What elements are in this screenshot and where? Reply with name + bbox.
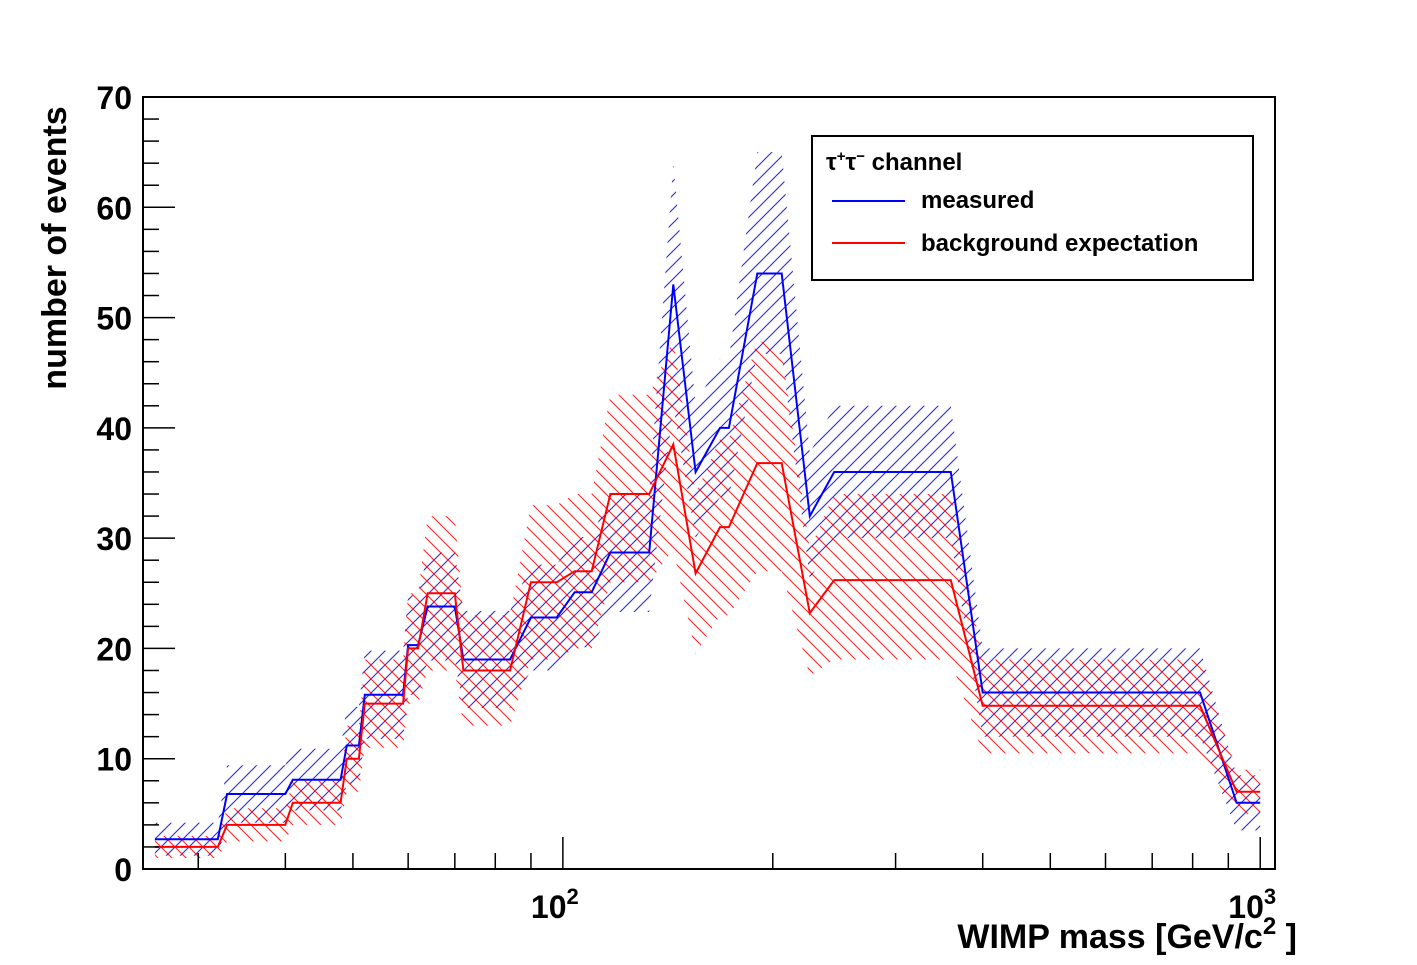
x-axis-title-main: WIMP mass [GeV/c: [957, 918, 1263, 956]
y-tick-label: 0: [114, 852, 132, 888]
y-axis: 0 10 20 30 40 50 60 70: [96, 80, 175, 888]
y-axis-title: number of events: [36, 106, 74, 389]
legend-title-rest: channel: [865, 149, 962, 176]
x-tick-label: 103: [1228, 884, 1276, 925]
x-axis-title-sup: 2: [1263, 913, 1276, 940]
y-tick-label: 40: [96, 411, 132, 447]
x-axis: 102 103: [197, 837, 1276, 925]
legend-title-tau1: τ: [826, 149, 837, 176]
y-tick-label: 50: [96, 301, 132, 337]
legend-label-background: background expectation: [921, 230, 1198, 257]
series-line-background: [154, 441, 1261, 848]
x-tick-base: 10: [531, 889, 567, 925]
uncertainty-bands: [154, 152, 1261, 859]
y-tick-label: 10: [96, 742, 132, 778]
band-background: [154, 339, 1261, 859]
x-axis-title: WIMP mass [GeV/c2 ]: [957, 913, 1297, 956]
x-tick-exponent: 2: [567, 884, 579, 909]
legend-title-sup2: −: [856, 148, 865, 165]
y-tick-label: 70: [96, 80, 132, 116]
series-line-measured: [154, 272, 1261, 841]
x-tick-label: 102: [531, 884, 579, 925]
legend-title-sup1: +: [837, 148, 846, 165]
legend: τ+τ− channel measured background expecta…: [811, 135, 1254, 281]
legend-label-measured: measured: [921, 187, 1034, 214]
y-tick-label: 30: [96, 521, 132, 557]
legend-title-tau2: τ: [845, 149, 856, 176]
x-tick-exponent: 3: [1264, 884, 1276, 909]
x-tick-base: 10: [1228, 889, 1264, 925]
series-lines: [154, 272, 1261, 848]
legend-title: τ+τ− channel: [826, 148, 962, 176]
y-tick-label: 60: [96, 190, 132, 226]
legend-box: [811, 135, 1254, 281]
plot-frame: [142, 96, 1276, 870]
y-tick-label: 20: [96, 631, 132, 667]
x-axis-title-end: ]: [1276, 918, 1297, 956]
